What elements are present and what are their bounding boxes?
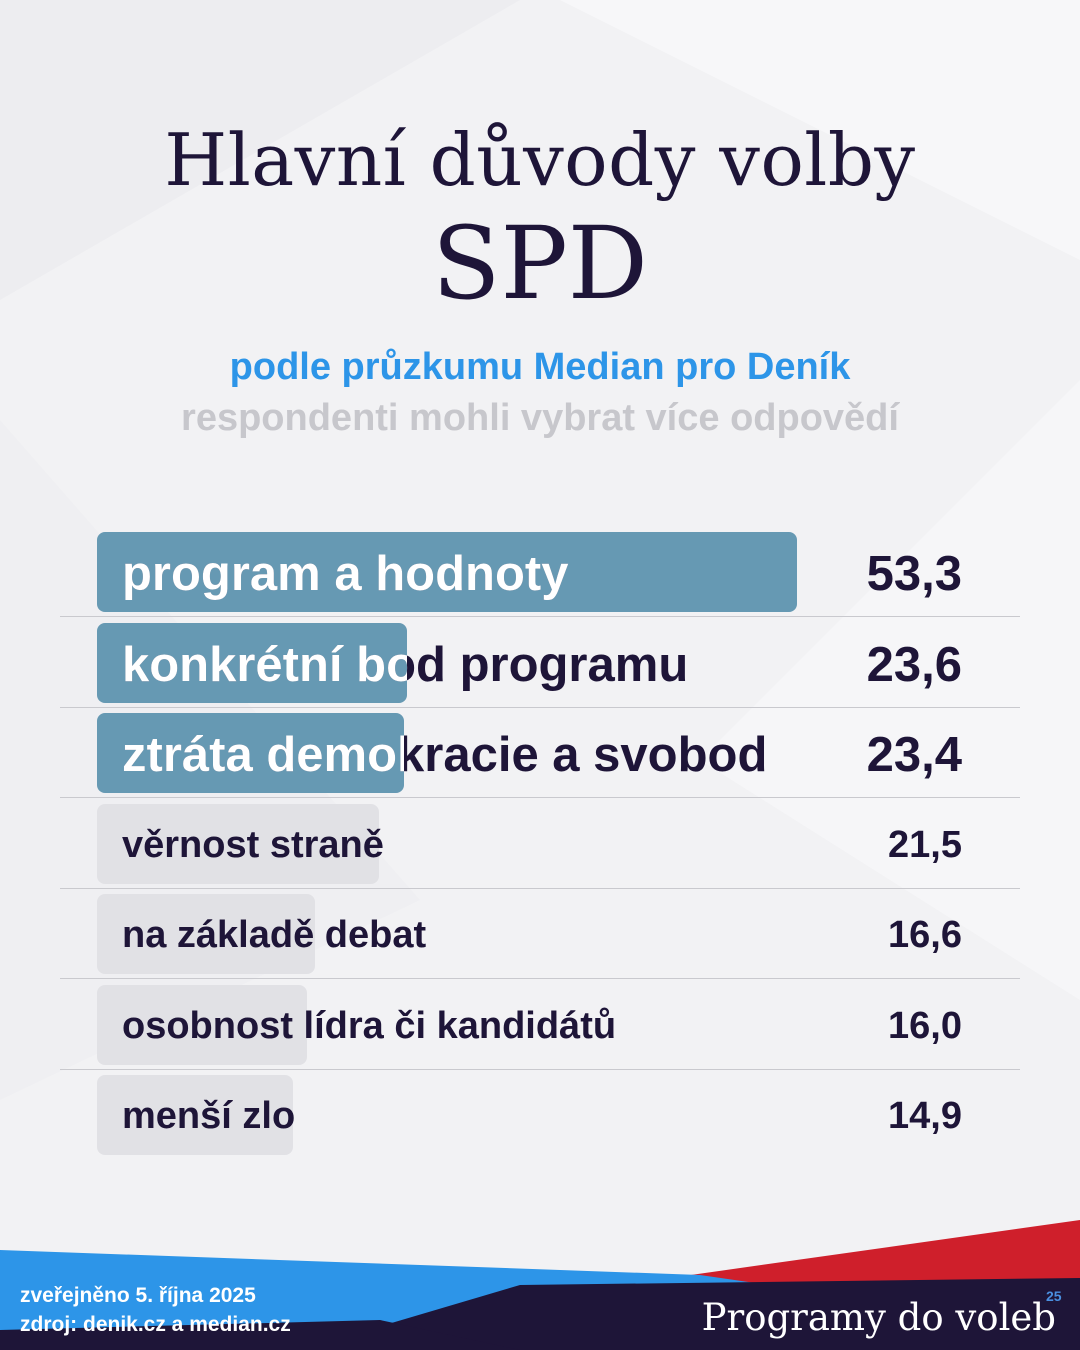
- multiple-choice-note: respondenti mohli vybrat více odpovědí: [181, 397, 899, 439]
- bar-value: 16,6: [888, 914, 962, 956]
- bar-label: konkrétní bod programu: [122, 638, 689, 692]
- page-title: Hlavní důvody volby: [164, 118, 916, 202]
- chart-row: osobnost lídra či kandidátů 16,0: [60, 985, 1020, 1065]
- row-divider: [60, 616, 1020, 617]
- bar-value: 23,4: [866, 728, 962, 782]
- bar-value: 14,9: [888, 1095, 962, 1137]
- bar-label: program a hodnoty: [122, 547, 569, 601]
- row-divider: [60, 888, 1020, 889]
- bar-label: na základě debat: [122, 914, 427, 956]
- bar-label-overlay: ztráta demokracie a svobod: [97, 713, 404, 793]
- bar-label: osobnost lídra či kandidátů: [122, 1005, 617, 1047]
- brand-logo: Programy do voleb: [701, 1296, 1056, 1339]
- row-divider: [60, 797, 1020, 798]
- bar: [97, 894, 315, 974]
- bar-label-on-bar: konkrétní bod programu: [122, 638, 407, 692]
- bar-label-overlay: program a hodnoty: [97, 532, 797, 612]
- data-source: zdroj: denik.cz a median.cz: [20, 1313, 291, 1336]
- survey-source: podle průzkumu Median pro Deník: [229, 346, 851, 388]
- chart-row: věrnost straně 21,5: [60, 804, 1020, 884]
- bar-label-on-bar: ztráta demokracie a svobod: [122, 728, 404, 782]
- bar-value: 23,6: [866, 638, 962, 692]
- chart-row: na základě debat 16,6: [60, 894, 1020, 974]
- row-divider: [60, 707, 1020, 708]
- bar: [97, 713, 404, 793]
- chart-row: program a hodnoty program a hodnoty 53,3: [60, 532, 1020, 612]
- bar-value: 16,0: [888, 1005, 962, 1047]
- bar: [97, 1075, 293, 1155]
- bar: [97, 532, 797, 612]
- brand-mark: 25: [1046, 1288, 1062, 1304]
- bar-label: menší zlo: [122, 1095, 296, 1137]
- chart-row: menší zlo 14,9: [60, 1075, 1020, 1155]
- party-name: SPD: [432, 205, 648, 322]
- row-divider: [60, 978, 1020, 979]
- published-date: zveřejněno 5. října 2025: [20, 1284, 256, 1307]
- bar-value: 53,3: [866, 547, 962, 601]
- bar-label-on-bar: program a hodnoty: [122, 547, 569, 601]
- bar-value: 21,5: [888, 824, 962, 866]
- footer-navy-band: [300, 1278, 1080, 1350]
- bar-label: ztráta demokracie a svobod: [122, 728, 768, 782]
- bar: [97, 623, 407, 703]
- bar-label-overlay: konkrétní bod programu: [97, 623, 407, 703]
- row-divider: [60, 1069, 1020, 1070]
- bar-label: věrnost straně: [122, 824, 384, 866]
- bar: [97, 985, 307, 1065]
- footer-info: zveřejněno 5. října 2025 zdroj: denik.cz…: [20, 1281, 291, 1339]
- bar: [97, 804, 379, 884]
